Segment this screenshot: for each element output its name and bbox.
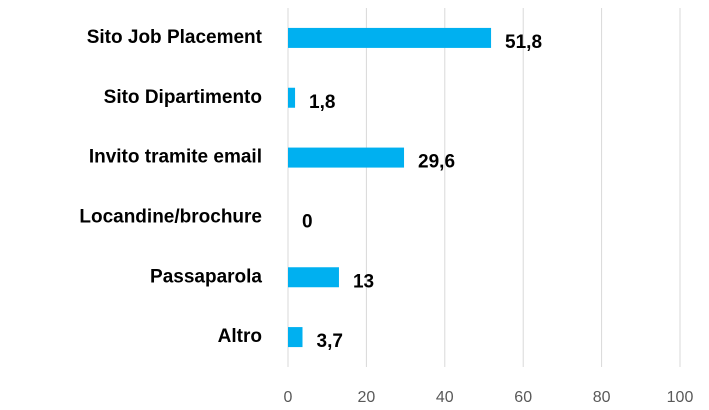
x-tick-label: 40 bbox=[436, 389, 454, 406]
x-tick-label: 80 bbox=[593, 389, 611, 406]
category-label: Locandine/brochure bbox=[79, 206, 262, 227]
value-label: 0 bbox=[302, 211, 313, 232]
category-label: Sito Dipartimento bbox=[104, 87, 262, 108]
bar bbox=[288, 267, 339, 288]
bar bbox=[288, 327, 303, 348]
value-label: 13 bbox=[353, 271, 374, 292]
value-label: 29,6 bbox=[418, 152, 455, 173]
x-tick-label: 0 bbox=[284, 389, 293, 406]
bar bbox=[288, 87, 296, 108]
x-tick-label: 20 bbox=[358, 389, 376, 406]
category-label: Passaparola bbox=[150, 266, 262, 287]
x-tick-label: 100 bbox=[667, 389, 694, 406]
category-label: Sito Job Placement bbox=[87, 27, 263, 48]
x-tick-label: 60 bbox=[514, 389, 532, 406]
category-label: Altro bbox=[218, 326, 262, 347]
value-label: 3,7 bbox=[317, 331, 343, 352]
category-label: Invito tramite email bbox=[89, 147, 262, 168]
bar bbox=[288, 27, 492, 48]
value-label: 1,8 bbox=[309, 92, 335, 113]
value-label: 51,8 bbox=[505, 32, 542, 53]
bar bbox=[288, 147, 405, 168]
